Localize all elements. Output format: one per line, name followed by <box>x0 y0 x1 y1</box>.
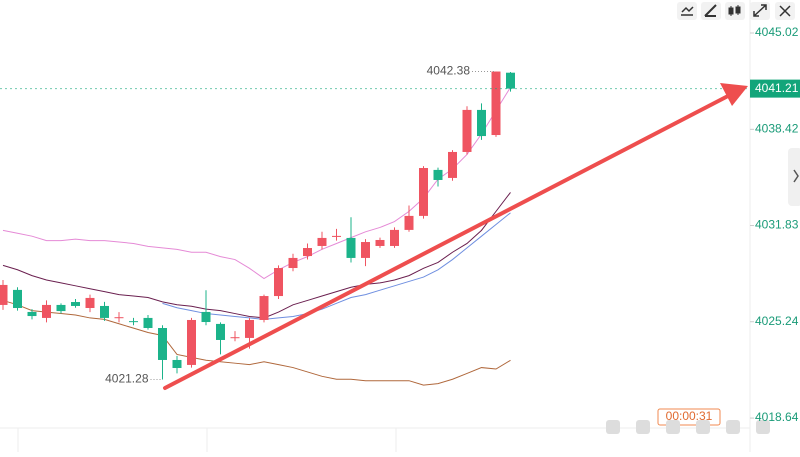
candle-body <box>201 311 211 323</box>
candle-body <box>506 72 515 89</box>
candle-body <box>71 302 80 306</box>
tool-icon <box>753 4 767 17</box>
watermark <box>606 420 770 434</box>
candle-body <box>390 229 399 246</box>
ma-line <box>162 212 511 320</box>
candle-body <box>114 317 124 319</box>
low-label: 4021.28 <box>105 372 149 386</box>
tool-icon <box>681 6 694 16</box>
icon <box>756 420 770 434</box>
candle-body <box>274 268 283 297</box>
candle-body <box>245 319 254 338</box>
last-price-box <box>750 79 800 98</box>
tool-button[interactable] <box>725 2 745 20</box>
ma-line <box>2 192 511 319</box>
candle-body <box>404 215 414 230</box>
candle-body <box>56 304 66 312</box>
candle-body <box>85 297 95 309</box>
high-label: 4042.38 <box>427 64 471 78</box>
last-price-label: 4041.21 <box>755 81 799 95</box>
candle-body <box>172 359 182 369</box>
side-handle[interactable] <box>788 148 800 206</box>
candle-body <box>230 337 240 339</box>
arrow-head <box>720 83 748 106</box>
candle-body <box>100 305 109 318</box>
icon <box>726 420 740 434</box>
ma-line <box>2 299 511 386</box>
candle-body <box>303 248 312 257</box>
candle-body <box>0 284 8 305</box>
candle-body <box>462 109 472 152</box>
arrow <box>163 83 748 390</box>
tool-icon <box>779 5 791 17</box>
candle-body <box>13 289 22 309</box>
tool-icon <box>728 5 741 16</box>
candle-body <box>129 321 138 323</box>
icon <box>696 420 710 434</box>
tool-button[interactable] <box>677 2 697 20</box>
arrow-shaft <box>163 94 730 390</box>
side-arrow <box>793 169 799 183</box>
candle-body <box>419 168 428 216</box>
icon <box>606 420 620 434</box>
candle-body <box>346 237 356 258</box>
y-tick-label: 4025.24 <box>755 314 799 328</box>
countdown: 00:00:31 <box>666 409 713 423</box>
candle-body <box>361 242 370 258</box>
candle-body <box>433 169 443 180</box>
candle-body <box>143 317 153 329</box>
candle-body <box>27 311 37 317</box>
candle-body <box>259 296 269 320</box>
toolbar <box>677 2 795 20</box>
candle-body <box>42 304 51 318</box>
candle-body <box>187 319 196 365</box>
candle-body <box>317 237 327 246</box>
y-tick-label: 4018.64 <box>755 410 799 424</box>
candle-body <box>375 239 385 246</box>
tool-icon <box>704 4 717 17</box>
y-tick-label: 4031.83 <box>755 218 799 232</box>
candle-body <box>491 71 501 136</box>
candle-body <box>216 323 225 340</box>
y-tick-label: 4038.42 <box>755 122 799 136</box>
icon <box>666 420 680 434</box>
y-tick-label: 4045.02 <box>755 25 799 39</box>
candle-body <box>332 235 341 237</box>
candle-body <box>288 257 298 269</box>
icon <box>636 420 650 434</box>
candle-body <box>448 151 457 178</box>
candle-body <box>158 328 167 360</box>
candle-body <box>477 109 486 137</box>
plot: 4042.38 4021.28 <box>0 64 750 386</box>
